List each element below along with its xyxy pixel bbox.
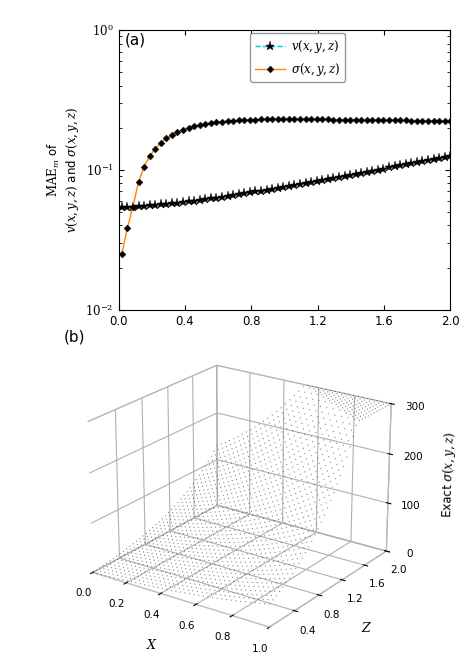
- $\sigma(x,y,z)$: [174, 128, 180, 136]
- $v(x,y,z)$: [325, 174, 331, 182]
- X-axis label: $z$: $z$: [279, 330, 290, 348]
- $\sigma(x,y,z)$: [214, 119, 219, 127]
- $\sigma(x,y,z)$: [230, 117, 236, 125]
- $\sigma(x,y,z)$: [225, 117, 230, 125]
- $\sigma(x,y,z)$: [119, 250, 125, 258]
- $v(x,y,z)$: [447, 153, 453, 161]
- X-axis label: $X$: $X$: [146, 638, 158, 652]
- Legend: $v(x,y,z)$, $\sigma(x,y,z)$: $v(x,y,z)$, $\sigma(x,y,z)$: [250, 33, 345, 83]
- $v(x,y,z)$: [214, 194, 219, 202]
- Y-axis label: $Z$: $Z$: [362, 621, 373, 635]
- $v(x,y,z)$: [119, 203, 125, 211]
- Text: (b): (b): [64, 330, 85, 345]
- Line: $\sigma(x,y,z)$: $\sigma(x,y,z)$: [119, 117, 453, 256]
- $\sigma(x,y,z)$: [202, 120, 208, 128]
- $v(x,y,z)$: [225, 192, 230, 200]
- $v(x,y,z)$: [230, 191, 236, 199]
- $\sigma(x,y,z)$: [330, 116, 336, 124]
- Line: $v(x,y,z)$: $v(x,y,z)$: [117, 152, 455, 212]
- $v(x,y,z)$: [174, 198, 180, 206]
- Text: (a): (a): [125, 33, 146, 48]
- $v(x,y,z)$: [202, 195, 208, 203]
- Y-axis label: $\mathrm{MAE}_m$ of
$v(x,y,z)$ and $\sigma(x,y,z)$: $\mathrm{MAE}_m$ of $v(x,y,z)$ and $\sig…: [46, 107, 81, 233]
- $\sigma(x,y,z)$: [447, 117, 453, 125]
- $\sigma(x,y,z)$: [281, 115, 286, 123]
